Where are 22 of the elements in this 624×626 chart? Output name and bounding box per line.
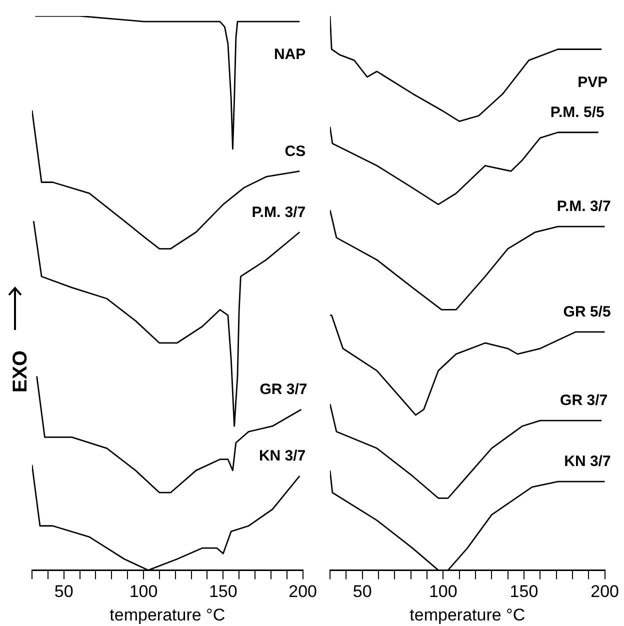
x-axis-title: temperature °C xyxy=(410,605,526,624)
series-label: GR 3/7 xyxy=(260,381,308,398)
series-label: KN 3/7 xyxy=(564,453,611,470)
x-tick-label: 200 xyxy=(590,582,620,602)
x-tick-label: 100 xyxy=(428,582,458,602)
x-tick-label: 50 xyxy=(352,582,372,602)
series-label: GR 3/7 xyxy=(560,392,608,410)
series-label: CS xyxy=(284,142,306,160)
series-label: KN 3/7 xyxy=(258,448,306,465)
series-label: P.M. 3/7 xyxy=(252,204,306,221)
x-axis-title: temperature °C xyxy=(110,605,226,624)
x-tick-label: 50 xyxy=(54,582,74,602)
y-axis-title: EXO xyxy=(10,350,33,393)
x-tick-label: 100 xyxy=(129,582,158,602)
series-label: GR 5/5 xyxy=(563,304,611,321)
series-label: PVP xyxy=(578,74,608,91)
x-tick-label: 200 xyxy=(288,582,318,602)
series-label: NAP xyxy=(274,46,306,64)
x-tick-label: 150 xyxy=(510,582,538,602)
series-label: P.M. 3/7 xyxy=(556,198,611,216)
x-tick-label: 150 xyxy=(208,582,238,602)
series-label: P.M. 5/5 xyxy=(550,104,604,122)
